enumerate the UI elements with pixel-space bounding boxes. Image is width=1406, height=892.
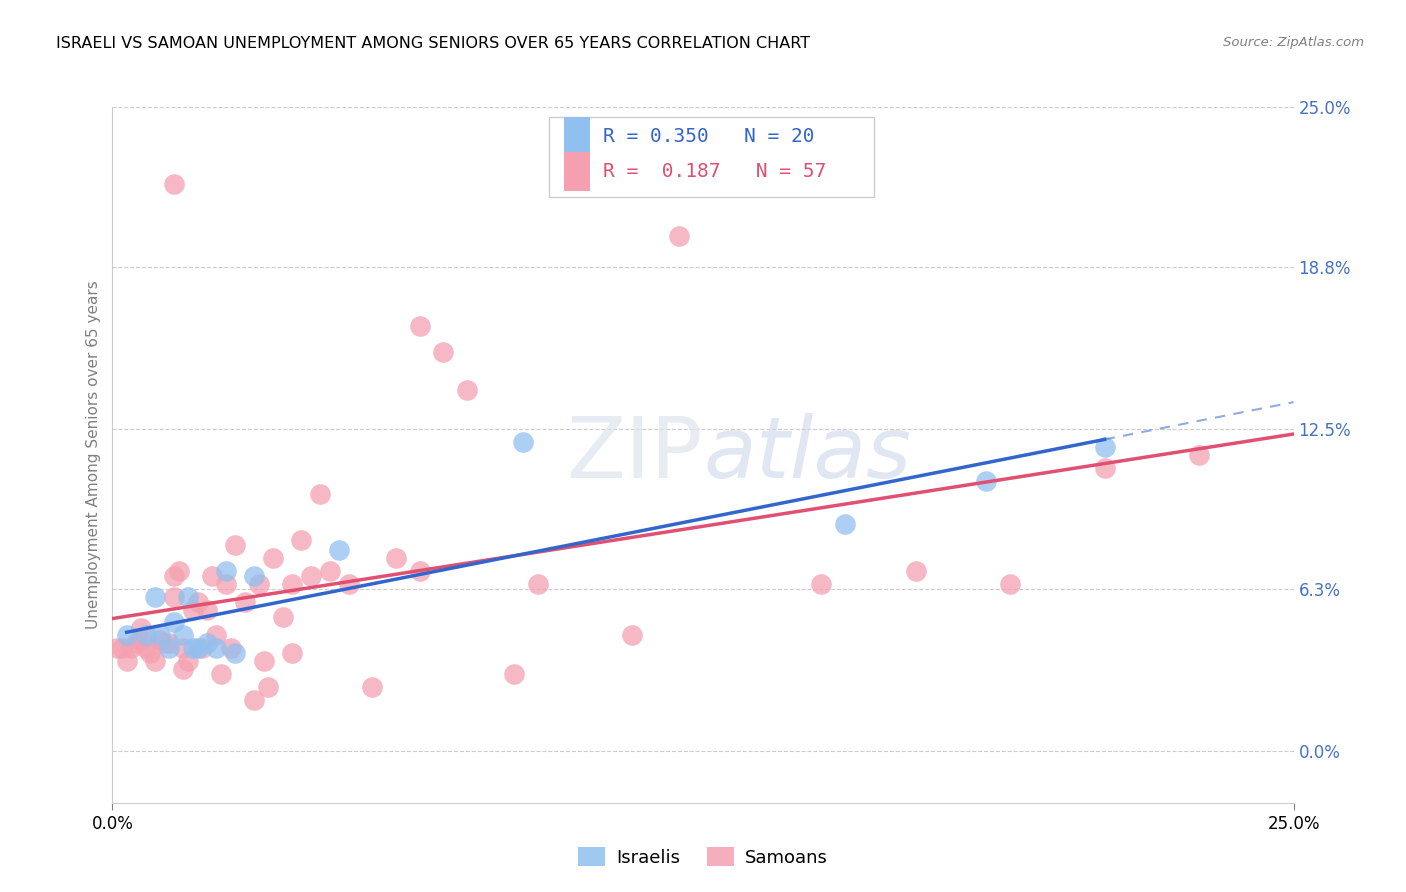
Text: atlas: atlas [703, 413, 911, 497]
Point [143, 590, 166, 604]
FancyBboxPatch shape [550, 118, 875, 197]
Point [172, 641, 194, 656]
Point [262, 551, 284, 566]
Point [191, 641, 214, 656]
Point [163, 590, 186, 604]
Point [172, 662, 194, 676]
Point [271, 610, 294, 624]
Point [149, 633, 172, 648]
Point [195, 636, 218, 650]
Point [432, 344, 454, 359]
Point [129, 621, 152, 635]
Point [205, 628, 228, 642]
Point [621, 628, 644, 642]
Point [195, 602, 218, 616]
Point [172, 628, 194, 642]
Point [1094, 440, 1116, 454]
Point [834, 517, 856, 532]
Point [408, 564, 430, 578]
Point [299, 569, 322, 583]
Point [135, 628, 157, 642]
Point [219, 641, 242, 656]
Point [125, 636, 148, 650]
Point [163, 569, 186, 583]
Point [361, 680, 384, 694]
Point [385, 551, 408, 566]
Point [201, 569, 224, 583]
Point [1094, 460, 1116, 475]
Point [328, 543, 350, 558]
FancyBboxPatch shape [564, 153, 589, 191]
Point [120, 641, 142, 656]
Point [115, 628, 138, 642]
Point [290, 533, 312, 547]
Y-axis label: Unemployment Among Seniors over 65 years: Unemployment Among Seniors over 65 years [86, 281, 101, 629]
Point [456, 384, 478, 398]
Point [257, 680, 280, 694]
Point [253, 654, 276, 668]
Point [281, 646, 304, 660]
Point [243, 569, 266, 583]
Point [205, 641, 228, 656]
Point [135, 641, 157, 656]
Point [186, 595, 208, 609]
Point [163, 615, 186, 630]
Point [181, 641, 204, 656]
Point [408, 319, 430, 334]
Point [177, 590, 200, 604]
Text: R =  0.187   N = 57: R = 0.187 N = 57 [603, 161, 825, 180]
Point [976, 474, 998, 488]
Point [163, 178, 186, 192]
Point [209, 667, 232, 681]
Point [143, 654, 166, 668]
Point [247, 576, 270, 591]
Point [129, 633, 152, 648]
Point [512, 435, 534, 450]
Point [111, 641, 134, 656]
Point [281, 576, 304, 591]
Point [224, 646, 246, 660]
Point [243, 692, 266, 706]
Text: R = 0.350   N = 20: R = 0.350 N = 20 [603, 127, 814, 145]
Point [319, 564, 342, 578]
Text: ZIP: ZIP [567, 413, 703, 497]
Point [186, 641, 208, 656]
Point [904, 564, 927, 578]
Point [167, 564, 190, 578]
Point [810, 576, 832, 591]
Point [139, 646, 162, 660]
Point [181, 602, 204, 616]
Point [157, 641, 180, 656]
Point [215, 564, 238, 578]
Point [998, 576, 1021, 591]
Point [337, 576, 360, 591]
Point [115, 654, 138, 668]
Point [668, 228, 690, 243]
Point [233, 595, 256, 609]
Point [224, 538, 246, 552]
Point [309, 486, 332, 500]
Legend: Israelis, Samoans: Israelis, Samoans [571, 840, 835, 874]
Point [149, 628, 172, 642]
Point [503, 667, 526, 681]
Point [526, 576, 548, 591]
Text: Source: ZipAtlas.com: Source: ZipAtlas.com [1223, 36, 1364, 49]
Point [215, 576, 238, 591]
Point [105, 641, 128, 656]
Point [157, 636, 180, 650]
FancyBboxPatch shape [564, 118, 589, 156]
Point [153, 636, 176, 650]
Point [177, 654, 200, 668]
Text: ISRAELI VS SAMOAN UNEMPLOYMENT AMONG SENIORS OVER 65 YEARS CORRELATION CHART: ISRAELI VS SAMOAN UNEMPLOYMENT AMONG SEN… [56, 36, 810, 51]
Point [1188, 448, 1211, 462]
